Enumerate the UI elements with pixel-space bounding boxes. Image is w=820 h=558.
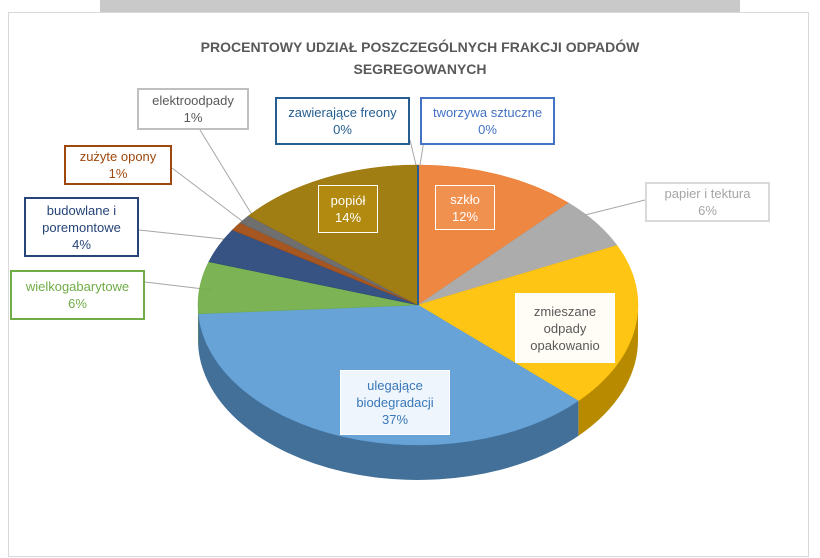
label-name: zawierające freony — [288, 105, 397, 120]
data-label: wielkogabarytowe 6% — [10, 270, 145, 320]
data-label: popiół 14% — [318, 185, 378, 233]
data-label: tworzywa sztuczne 0% — [420, 97, 555, 145]
leader-line — [409, 139, 417, 166]
label-name: papier i tektura — [664, 186, 751, 201]
leader-line — [171, 167, 247, 225]
label-name: zużyte opony — [79, 149, 157, 164]
label-value: 14% — [334, 210, 362, 225]
label-value: 6% — [68, 296, 87, 311]
label-value: 6% — [698, 203, 717, 218]
pie-slice-side — [198, 313, 579, 480]
label-name: tworzywa sztuczne — [432, 105, 543, 120]
data-label: szkło 12% — [435, 185, 495, 230]
data-label: budowlane i poremontowe 4% — [24, 197, 139, 257]
data-label: ulegające biodegradacji 37% — [340, 370, 450, 435]
data-label: zużyte opony 1% — [64, 145, 172, 185]
label-value: 1% — [183, 110, 203, 125]
data-label: zawierające freony 0% — [275, 97, 410, 145]
data-label: zmieszane odpady opakowanio — [515, 293, 615, 363]
label-value: 37% — [381, 412, 409, 427]
label-name: budowlane i poremontowe — [42, 202, 121, 235]
leader-line — [584, 199, 646, 216]
chart-frame — [8, 12, 809, 557]
chart-title: PROCENTOWY UDZIAŁ POSZCZEGÓLNYCH FRAKCJI… — [200, 39, 640, 77]
data-label: papier i tektura 6% — [645, 182, 770, 222]
label-name: zmieszane odpady opakowanio — [530, 303, 600, 353]
leader-line — [138, 229, 233, 241]
label-value: 1% — [108, 166, 128, 181]
label-name: wielkogabarytowe — [25, 279, 130, 294]
label-name: szkło — [450, 191, 480, 207]
pie-slice-side — [578, 305, 638, 436]
label-value: 4% — [72, 236, 91, 252]
data-label: elektroodpady 1% — [137, 88, 249, 130]
leader-line — [199, 129, 255, 219]
label-name: elektroodpady — [152, 93, 234, 108]
label-value: 0% — [333, 122, 352, 137]
label-value: 12% — [451, 208, 479, 224]
leader-lines — [138, 129, 646, 291]
label-name: ulegające biodegradacji — [356, 378, 434, 410]
label-value: 0% — [478, 122, 497, 137]
pie-sides — [198, 305, 638, 480]
label-name: popiół — [330, 193, 366, 208]
